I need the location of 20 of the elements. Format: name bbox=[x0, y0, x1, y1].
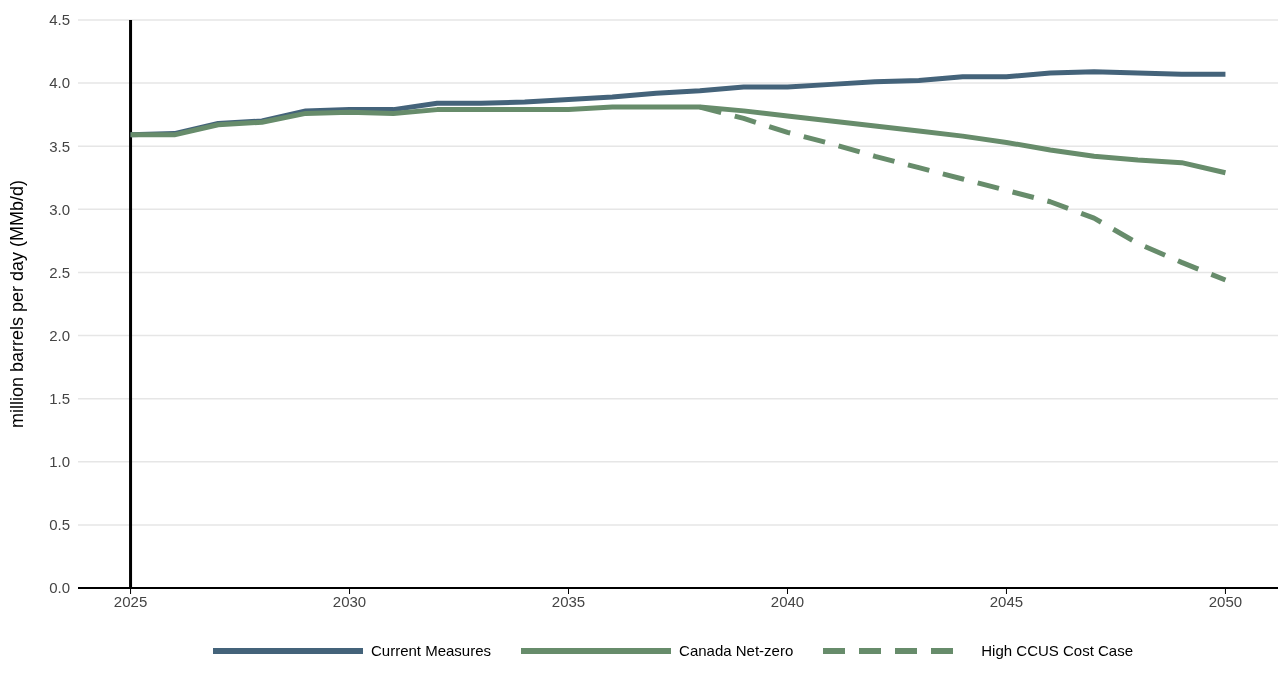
x-tick-label: 2040 bbox=[770, 592, 805, 610]
x-tick-label: 2035 bbox=[551, 592, 586, 610]
x-tick-label: 2050 bbox=[1208, 592, 1243, 610]
legend-label: Current Measures bbox=[371, 642, 492, 659]
y-tick-label: 1.5 bbox=[49, 389, 70, 407]
x-tick-label: 2030 bbox=[332, 592, 367, 610]
x-tick-label: 2045 bbox=[989, 592, 1024, 610]
y-tick-label: 3.0 bbox=[49, 200, 70, 218]
y-tick-label: 0.0 bbox=[49, 579, 70, 597]
y-tick-label: 4.5 bbox=[49, 11, 70, 29]
y-axis-title: million barrels per day (MMb/d) bbox=[7, 179, 28, 429]
y-tick-label: 2.5 bbox=[49, 263, 70, 281]
y-tick-label: 1.0 bbox=[49, 453, 70, 471]
legend-label: Canada Net-zero bbox=[679, 642, 794, 659]
legend-label: High CCUS Cost Case bbox=[981, 642, 1133, 659]
y-tick-label: 4.0 bbox=[49, 74, 70, 92]
y-tick-label: 2.0 bbox=[49, 326, 70, 344]
y-tick-label: 0.5 bbox=[49, 516, 70, 534]
y-tick-label: 3.5 bbox=[49, 137, 70, 155]
x-tick-label: 2025 bbox=[113, 592, 148, 610]
